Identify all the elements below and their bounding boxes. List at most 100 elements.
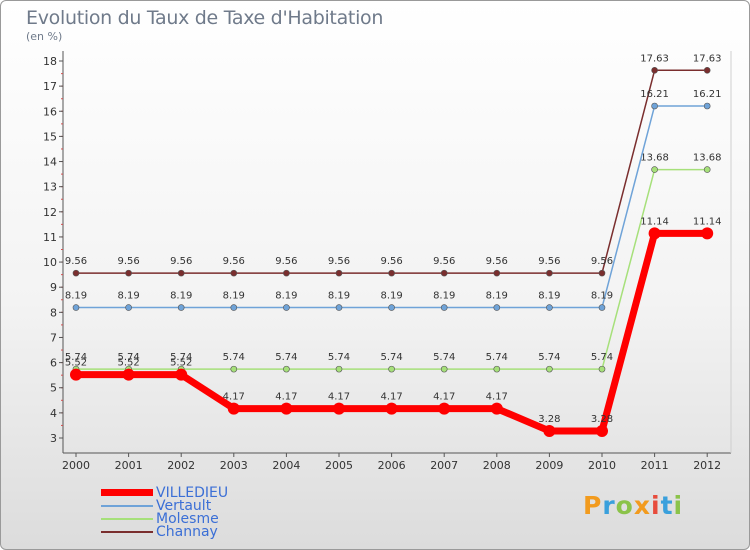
data-point xyxy=(175,368,188,381)
chart-title: Evolution du Taux de Taxe d'Habitation xyxy=(26,7,384,29)
data-label: 11.14 xyxy=(640,216,669,227)
data-label: 8.19 xyxy=(65,291,87,302)
data-label: 9.56 xyxy=(433,256,455,267)
data-label: 4.17 xyxy=(486,392,508,403)
data-point xyxy=(227,402,240,415)
series-line-vertault xyxy=(76,105,708,309)
data-point xyxy=(230,365,238,373)
data-point xyxy=(70,368,82,381)
y-tick-label: 9 xyxy=(50,281,57,294)
data-label: 9.56 xyxy=(117,256,139,267)
data-point xyxy=(177,269,185,277)
legend-label: Vertault xyxy=(156,498,212,514)
y-tick-label: 16 xyxy=(43,105,57,118)
data-label: 5.74 xyxy=(170,352,192,363)
data-label: 8.19 xyxy=(433,291,455,302)
data-label: 5.74 xyxy=(275,352,297,363)
logo-letter: o xyxy=(615,491,634,520)
data-point xyxy=(177,304,185,311)
data-point xyxy=(438,402,451,415)
data-point xyxy=(651,166,658,173)
legend-swatch xyxy=(101,518,153,520)
data-point xyxy=(546,304,553,311)
data-point xyxy=(651,102,658,110)
y-tick-label: 5 xyxy=(50,382,57,395)
data-point xyxy=(543,424,556,437)
legend-item: VILLEDIEU xyxy=(101,485,301,501)
data-point xyxy=(280,402,293,415)
data-point xyxy=(701,227,714,240)
data-label: 5.52 xyxy=(170,358,192,369)
data-point xyxy=(335,304,343,311)
data-point xyxy=(703,102,711,110)
logo-letter: t xyxy=(660,491,674,520)
data-label: 17.63 xyxy=(640,53,669,64)
data-label: 4.17 xyxy=(328,392,350,403)
logo-letter: P xyxy=(583,491,603,520)
data-label: 16.21 xyxy=(640,89,669,100)
legend-item: Vertault xyxy=(101,498,301,514)
data-point xyxy=(598,304,606,311)
y-tick-label: 13 xyxy=(43,181,57,194)
legend-label: VILLEDIEU xyxy=(156,485,229,501)
y-tick-label: 8 xyxy=(50,306,57,319)
y-tick-label: 14 xyxy=(43,156,57,169)
chart-subtitle: (en %) xyxy=(26,30,63,43)
data-label: 5.74 xyxy=(65,352,87,363)
legend-label: Channay xyxy=(156,524,218,540)
data-point xyxy=(335,365,343,373)
data-label: 16.21 xyxy=(693,89,722,100)
data-point xyxy=(546,365,553,373)
data-label: 5.74 xyxy=(538,352,560,363)
data-point xyxy=(703,66,711,74)
data-point xyxy=(335,269,343,277)
logo-letter: r xyxy=(602,491,616,520)
legend-item: Channay xyxy=(101,524,301,540)
data-label: 9.56 xyxy=(170,256,192,267)
data-label: 9.56 xyxy=(486,256,508,267)
y-tick-label: 12 xyxy=(43,206,57,219)
data-label: 9.56 xyxy=(380,256,402,267)
data-point xyxy=(125,269,132,277)
data-label: 8.19 xyxy=(380,291,402,302)
data-label: 4.17 xyxy=(380,392,402,403)
data-point xyxy=(333,402,345,415)
data-label: 5.52 xyxy=(65,358,87,369)
series-line-channay xyxy=(76,69,708,274)
x-tick-label: 2007 xyxy=(430,459,458,472)
data-label: 4.17 xyxy=(275,392,297,403)
data-point xyxy=(230,304,238,311)
data-point xyxy=(283,269,290,277)
data-label: 5.74 xyxy=(328,352,350,363)
legend-item: Molesme xyxy=(101,511,301,527)
legend-swatch xyxy=(101,505,153,507)
data-point xyxy=(648,227,661,240)
data-label: 4.17 xyxy=(223,392,245,403)
data-label: 5.74 xyxy=(223,352,245,363)
legend-label: Molesme xyxy=(156,511,219,527)
logo-letter: x xyxy=(633,491,651,520)
data-point xyxy=(440,365,448,373)
data-point xyxy=(283,304,290,311)
data-label: 8.19 xyxy=(275,291,297,302)
data-point xyxy=(388,269,395,277)
x-tick-label: 2001 xyxy=(115,459,143,472)
y-tick-label: 18 xyxy=(43,55,57,68)
data-label: 8.19 xyxy=(538,291,560,302)
data-point xyxy=(490,402,503,415)
data-point xyxy=(122,368,135,381)
data-point xyxy=(72,269,80,277)
data-point xyxy=(493,365,501,373)
data-point xyxy=(125,304,132,311)
data-point xyxy=(598,365,606,373)
data-label: 9.56 xyxy=(591,256,613,267)
data-label: 5.74 xyxy=(433,352,455,363)
y-tick-label: 7 xyxy=(50,331,57,344)
y-tick-label: 11 xyxy=(43,231,57,244)
data-point xyxy=(493,269,501,277)
data-label: 8.19 xyxy=(328,291,350,302)
data-point xyxy=(388,365,395,373)
y-tick-label: 6 xyxy=(50,357,57,370)
data-point xyxy=(388,304,395,311)
